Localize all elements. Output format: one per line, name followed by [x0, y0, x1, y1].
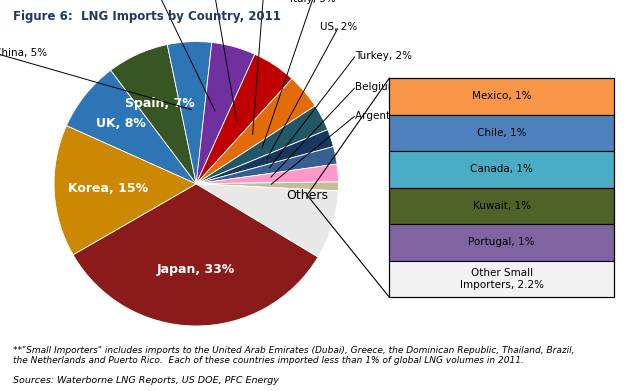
Text: Others: Others	[286, 188, 328, 202]
Wedge shape	[196, 182, 339, 191]
Bar	[389, 78, 614, 115]
Text: Figure 6:  LNG Imports by Country, 2011: Figure 6: LNG Imports by Country, 2011	[13, 10, 280, 23]
Text: Belgium, 2%: Belgium, 2%	[356, 82, 422, 92]
Text: Turkey, 2%: Turkey, 2%	[356, 51, 413, 61]
Text: UK, 8%: UK, 8%	[96, 117, 146, 130]
Text: Japan, 33%: Japan, 33%	[156, 263, 235, 276]
Text: Argentina, 1%: Argentina, 1%	[356, 111, 430, 120]
Wedge shape	[167, 41, 212, 184]
Wedge shape	[66, 70, 196, 184]
Text: Korea, 15%: Korea, 15%	[68, 182, 148, 195]
Bar	[389, 115, 614, 151]
Wedge shape	[196, 54, 292, 184]
Wedge shape	[196, 184, 338, 257]
Text: Chile, 1%: Chile, 1%	[477, 128, 527, 138]
Text: Portugal, 1%: Portugal, 1%	[468, 237, 535, 248]
Text: Mexico, 1%: Mexico, 1%	[472, 91, 531, 101]
Wedge shape	[196, 147, 337, 184]
Wedge shape	[196, 106, 328, 184]
Text: **"Small Importers" includes imports to the United Arab Emirates (Dubai), Greece: **"Small Importers" includes imports to …	[13, 346, 574, 366]
Bar	[389, 151, 614, 188]
Wedge shape	[73, 184, 318, 326]
Text: Canada, 1%: Canada, 1%	[470, 165, 533, 174]
Bar	[389, 261, 614, 297]
Wedge shape	[111, 45, 196, 184]
Wedge shape	[54, 126, 196, 255]
Text: China, 5%: China, 5%	[0, 48, 47, 58]
Text: Sources: Waterborne LNG Reports, US DOE, PFC Energy: Sources: Waterborne LNG Reports, US DOE,…	[13, 376, 279, 385]
Bar	[389, 188, 614, 224]
Bar	[389, 224, 614, 261]
Wedge shape	[196, 43, 255, 184]
Wedge shape	[196, 130, 334, 184]
Text: US, 2%: US, 2%	[320, 22, 357, 32]
Text: Spain, 7%: Spain, 7%	[125, 97, 195, 110]
Text: Italy, 3%: Italy, 3%	[290, 0, 335, 4]
Wedge shape	[196, 79, 315, 184]
Text: Kuwait, 1%: Kuwait, 1%	[473, 201, 530, 211]
Wedge shape	[196, 164, 339, 184]
Text: Other Small
Importers, 2.2%: Other Small Importers, 2.2%	[460, 268, 544, 290]
